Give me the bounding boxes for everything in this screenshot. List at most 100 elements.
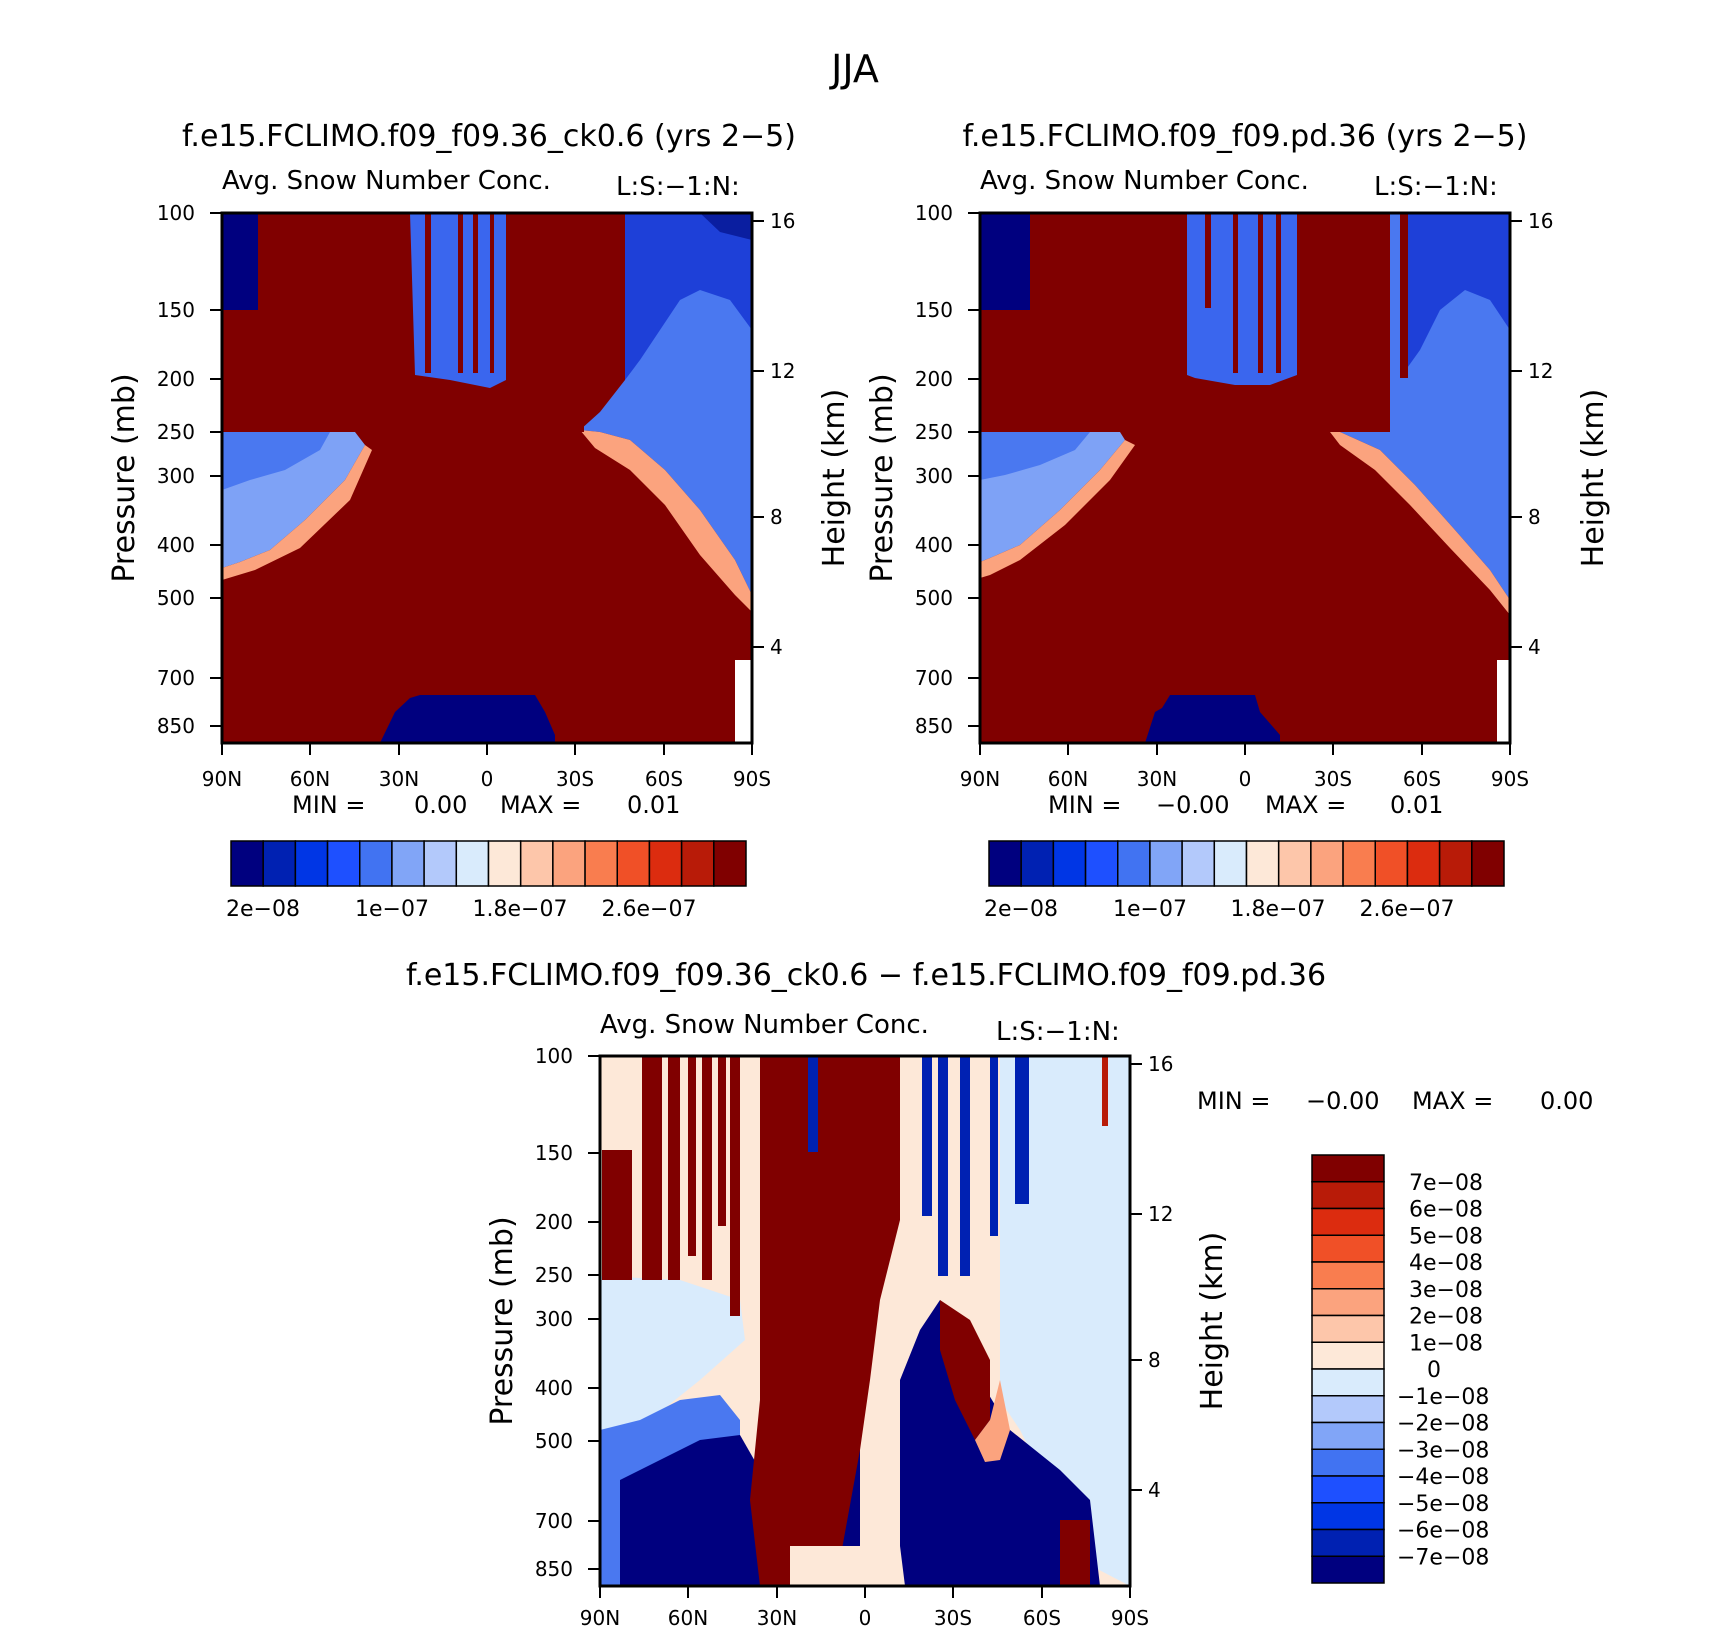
colorbar-label: −4e−08 bbox=[1397, 1465, 1489, 1490]
south-transition bbox=[1330, 432, 1510, 615]
stratosphere-blue bbox=[1015, 1056, 1029, 1204]
x-tick-label: 90N bbox=[580, 1606, 620, 1630]
colorbar-box bbox=[1310, 840, 1344, 887]
stratosphere-red bbox=[730, 1056, 740, 1316]
colorbar-label: 1.8e−07 bbox=[473, 897, 568, 922]
min-label: MIN = bbox=[1048, 791, 1121, 819]
colorbar-box bbox=[1181, 840, 1216, 887]
stratosphere-red bbox=[642, 1056, 662, 1280]
colorbar-label: 2.6e−07 bbox=[1360, 897, 1455, 922]
colorbar-label: −6e−08 bbox=[1397, 1519, 1489, 1544]
y-tick-right-label: 16 bbox=[1528, 209, 1553, 233]
colorbar-box bbox=[455, 840, 490, 887]
upper-north-dark bbox=[980, 213, 1030, 310]
streak bbox=[490, 213, 494, 373]
central-red-block bbox=[1297, 213, 1390, 432]
y-tick-label: 850 bbox=[535, 1557, 573, 1581]
x-axis: 90N 60N 30N 0 30S 60S 90S bbox=[202, 743, 771, 791]
y-tick-label: 250 bbox=[535, 1263, 573, 1287]
y-tick-label: 400 bbox=[915, 533, 953, 557]
stratosphere-blue bbox=[960, 1056, 970, 1276]
surface-pale bbox=[790, 1546, 905, 1586]
colorbar-box bbox=[1311, 1475, 1385, 1504]
colorbar-box bbox=[1311, 1314, 1385, 1343]
colorbar bbox=[230, 840, 747, 887]
panel-diff: f.e15.FCLIMO.f09_f09.36_ck0.6 − f.e15.FC… bbox=[406, 958, 1593, 1630]
north-tropo-blue-dark bbox=[980, 432, 1090, 480]
y-tick-label: 300 bbox=[535, 1307, 573, 1331]
max-label: MAX = bbox=[500, 791, 581, 819]
y-axis-label: Pressure (mb) bbox=[485, 1216, 520, 1425]
stratosphere-red bbox=[1102, 1056, 1108, 1126]
y-tick-label: 500 bbox=[157, 586, 195, 610]
x-tick-label: 30S bbox=[934, 1606, 972, 1630]
min-value: −0.00 bbox=[1156, 791, 1230, 819]
colorbar-box bbox=[423, 840, 458, 887]
colorbar-label: 2e−08 bbox=[226, 897, 300, 922]
x-tick-label: 90S bbox=[733, 767, 771, 791]
streak bbox=[473, 213, 478, 373]
colorbar-box bbox=[1020, 840, 1055, 887]
colorbar-label: 7e−08 bbox=[1409, 1171, 1483, 1196]
colorbar-label: 1e−07 bbox=[355, 897, 429, 922]
stratosphere-red bbox=[702, 1056, 712, 1280]
colorbar-box bbox=[519, 840, 554, 887]
colorbar-box bbox=[1311, 1207, 1385, 1236]
x-tick-label: 90N bbox=[202, 767, 242, 791]
colorbar-box bbox=[294, 840, 329, 887]
x-tick-label: 60S bbox=[1403, 767, 1441, 791]
x-axis: 90N 60N 30N 0 30S 60S 90S bbox=[580, 1586, 1149, 1630]
colorbar-label: 1e−07 bbox=[1113, 897, 1187, 922]
x-tick-label: 60N bbox=[290, 767, 330, 791]
stratosphere-blue bbox=[1187, 213, 1297, 385]
colorbar-box bbox=[648, 840, 683, 887]
streak bbox=[1033, 213, 1041, 308]
panel-subtitle: Avg. Snow Number Conc. bbox=[600, 1010, 929, 1040]
y-tick-right-label: 4 bbox=[770, 635, 783, 659]
y-tick-label: 100 bbox=[535, 1044, 573, 1068]
colorbar-box bbox=[326, 840, 361, 887]
north-transition bbox=[222, 445, 372, 580]
north-tropo-blue-dark bbox=[222, 432, 330, 490]
y-tick-right-label: 8 bbox=[770, 505, 783, 529]
y-axis-label: Pressure (mb) bbox=[107, 373, 142, 582]
surface-mask bbox=[735, 660, 752, 743]
stratosphere-red bbox=[718, 1056, 726, 1226]
y-tick-label: 200 bbox=[157, 367, 195, 391]
max-value: 0.01 bbox=[627, 791, 680, 819]
colorbar-label: −2e−08 bbox=[1397, 1412, 1489, 1437]
panel-subtitle-right: L:S:−1:N: bbox=[1374, 172, 1498, 202]
colorbar-box bbox=[1213, 840, 1248, 887]
y-axis-right-label: Height (km) bbox=[1195, 1232, 1230, 1411]
colorbar-box bbox=[552, 840, 586, 887]
panel-subtitle: Avg. Snow Number Conc. bbox=[980, 166, 1309, 196]
panel-title: f.e15.FCLIMO.f09_f09.36_ck0.6 (yrs 2−5) bbox=[182, 119, 796, 154]
y-tick-right-label: 4 bbox=[1148, 1478, 1161, 1502]
colorbar-label: −7e−08 bbox=[1397, 1545, 1489, 1570]
colorbar-box bbox=[1052, 840, 1087, 887]
y-tick-right-label: 4 bbox=[1528, 635, 1541, 659]
colorbar-box bbox=[1311, 1368, 1385, 1397]
panel-title: f.e15.FCLIMO.f09_f09.36_ck0.6 − f.e15.FC… bbox=[406, 958, 1326, 993]
y-tick-right-label: 12 bbox=[770, 359, 795, 383]
x-tick-label: 90S bbox=[1491, 767, 1529, 791]
x-tick-label: 30S bbox=[1314, 767, 1352, 791]
y-axis-right: 16 12 8 4 Height (km) bbox=[1130, 1052, 1230, 1502]
stratosphere-blue bbox=[808, 1056, 818, 1152]
min-value: 0.00 bbox=[414, 791, 467, 819]
x-tick-label: 30N bbox=[1137, 767, 1177, 791]
y-tick-label: 250 bbox=[915, 420, 953, 444]
colorbar-box bbox=[391, 840, 425, 887]
colorbar-label: 2e−08 bbox=[1409, 1305, 1483, 1330]
colorbar-label: 0 bbox=[1427, 1358, 1441, 1383]
red-lobe-south bbox=[940, 1300, 990, 1440]
colorbar-box bbox=[1438, 840, 1473, 887]
south-transition bbox=[580, 430, 752, 612]
streak bbox=[1205, 213, 1211, 308]
y-tick-label: 850 bbox=[915, 714, 953, 738]
colorbar-box bbox=[359, 840, 393, 887]
y-axis-right: 16 12 8 4 Height (km) bbox=[1510, 209, 1611, 659]
panel-case1: f.e15.FCLIMO.f09_f09.36_ck0.6 (yrs 2−5) … bbox=[107, 119, 852, 922]
north-red-block bbox=[1060, 213, 1187, 432]
